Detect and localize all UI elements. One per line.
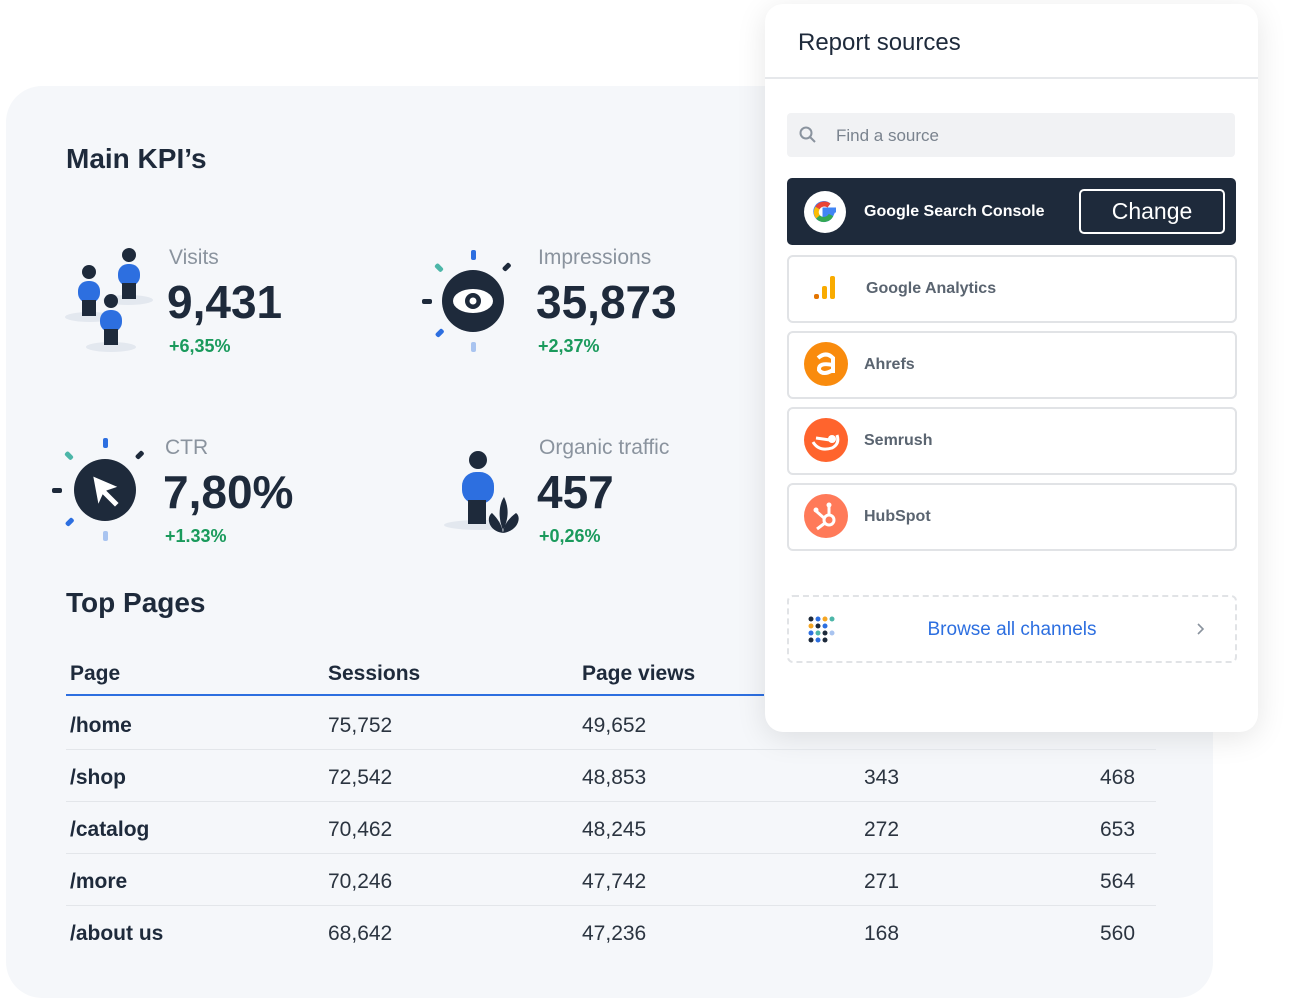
column-header: Sessions xyxy=(328,662,421,685)
row-separator xyxy=(66,905,1156,906)
table-title: Top Pages xyxy=(66,587,206,618)
page-cell: /home xyxy=(70,714,132,737)
kpi-value: 7,80% xyxy=(163,466,294,518)
ctr-icon xyxy=(52,438,144,541)
search-icon xyxy=(799,126,816,143)
kpi-value: 9,431 xyxy=(167,276,283,328)
panel-title: Report sources xyxy=(798,29,961,56)
column-header: Page xyxy=(70,662,121,685)
kpi-change: +1.33% xyxy=(165,526,227,546)
number-cell: 48,245 xyxy=(582,818,647,841)
kpi-change: +0,26% xyxy=(539,526,601,546)
number-cell: 271 xyxy=(864,870,900,893)
kpi-label: Organic traffic xyxy=(539,436,670,459)
impressions-icon xyxy=(422,250,511,352)
source-name: HubSpot xyxy=(864,508,931,525)
source-logo xyxy=(814,276,835,299)
number-cell: 49,652 xyxy=(582,714,647,737)
page-cell: /more xyxy=(70,870,128,893)
kpi-value: 457 xyxy=(537,466,614,518)
source-logo xyxy=(804,418,848,462)
header-underline xyxy=(66,694,764,696)
kpi-label: Visits xyxy=(169,246,219,269)
kpi-change: +2,37% xyxy=(538,336,600,356)
number-cell: 560 xyxy=(1100,922,1136,945)
row-separator xyxy=(66,801,1156,802)
page-cell: /catalog xyxy=(70,818,150,841)
column-header: Page views xyxy=(582,662,696,685)
source-name: Ahrefs xyxy=(864,356,915,373)
number-cell: 168 xyxy=(864,922,900,945)
page-cell: /shop xyxy=(70,766,126,789)
row-separator xyxy=(66,853,1156,854)
source-item[interactable]: HubSpot xyxy=(787,483,1237,551)
kpi-value: 35,873 xyxy=(536,276,677,328)
visits-icon xyxy=(65,248,153,352)
number-cell: 47,742 xyxy=(582,870,647,893)
number-cell: 343 xyxy=(864,766,900,789)
organic-traffic-icon xyxy=(444,451,519,533)
kpi-title: Main KPI’s xyxy=(66,143,207,174)
search-box[interactable]: Find a source xyxy=(787,113,1235,157)
number-cell: 68,642 xyxy=(328,922,393,945)
chevron xyxy=(1197,623,1205,635)
browse-link[interactable]: Browse all channels xyxy=(927,619,1097,640)
number-cell: 70,462 xyxy=(328,818,393,841)
source-name: Google Search Console xyxy=(864,203,1045,220)
number-cell: 272 xyxy=(864,818,900,841)
source-name: Semrush xyxy=(864,432,933,449)
row-separator xyxy=(66,749,1156,750)
selected-source[interactable]: Google Search Console Change xyxy=(787,178,1236,245)
number-cell: 47,236 xyxy=(582,922,647,945)
kpi-label: Impressions xyxy=(538,246,652,269)
number-cell: 75,752 xyxy=(328,714,393,737)
source-logo xyxy=(804,494,848,538)
search-placeholder: Find a source xyxy=(836,126,939,145)
source-name: Google Analytics xyxy=(866,280,997,297)
number-cell: 564 xyxy=(1100,870,1136,893)
source-item[interactable]: Ahrefs xyxy=(787,331,1237,399)
channels-icon xyxy=(808,616,835,643)
kpi-label: CTR xyxy=(165,436,209,459)
source-logo xyxy=(804,342,848,386)
divider xyxy=(765,77,1258,79)
browse-box[interactable]: Browse all channels xyxy=(787,595,1237,663)
source-item[interactable]: Google Analytics xyxy=(787,255,1237,323)
number-cell: 72,542 xyxy=(328,766,393,789)
page-cell: /about us xyxy=(70,922,164,945)
change-button[interactable]: Change xyxy=(1079,189,1225,234)
number-cell: 468 xyxy=(1100,766,1136,789)
kpi-change: +6,35% xyxy=(169,336,231,356)
number-cell: 70,246 xyxy=(328,870,393,893)
number-cell: 48,853 xyxy=(582,766,647,789)
number-cell: 653 xyxy=(1100,818,1136,841)
google-logo xyxy=(804,191,846,233)
source-item[interactable]: Semrush xyxy=(787,407,1237,475)
